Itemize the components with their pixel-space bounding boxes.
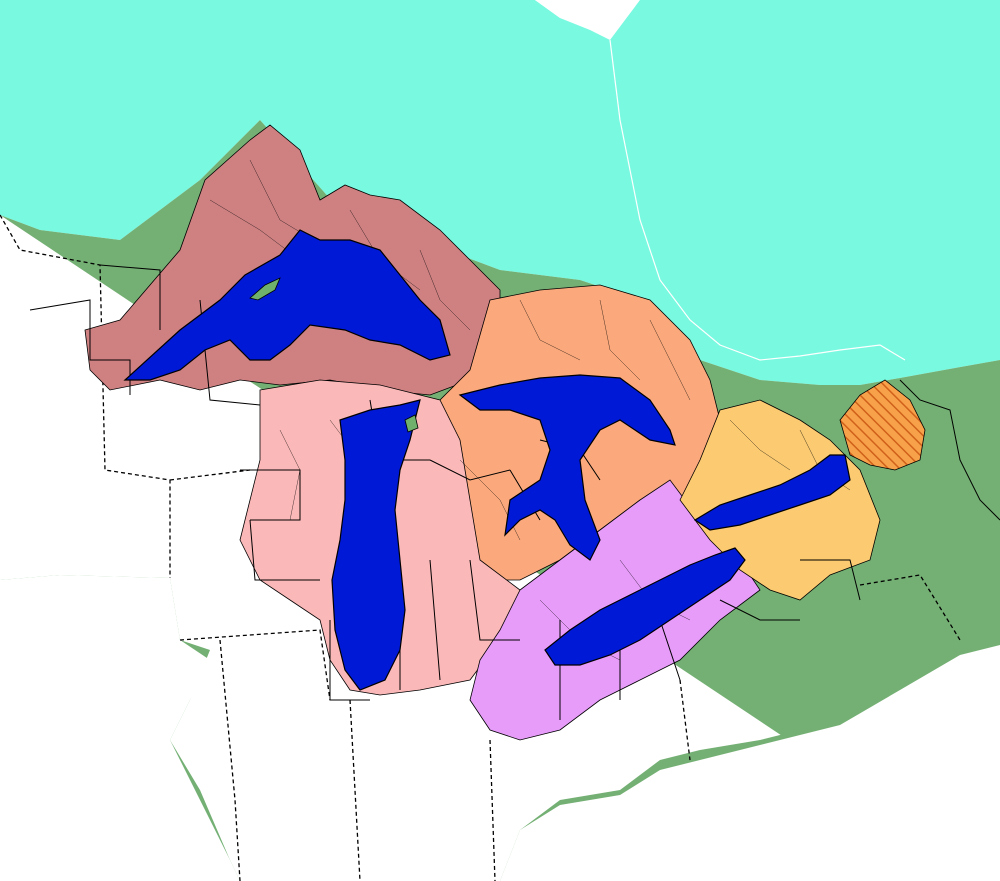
isle-royale <box>249 277 281 301</box>
lake-erie <box>544 547 746 666</box>
lake-huron <box>458 374 676 561</box>
lake-ontario <box>693 454 851 531</box>
lake-superior <box>123 229 451 381</box>
white-southeast-patch <box>500 645 1000 881</box>
beaver-island <box>404 414 419 433</box>
canada-region <box>0 0 1000 385</box>
canada-north-white-patch <box>535 0 640 40</box>
white-southwest-patch <box>0 575 240 881</box>
lake-michigan <box>331 399 421 691</box>
st-lawrence-basin <box>839 379 926 471</box>
us-canada-border-line <box>609 39 906 361</box>
